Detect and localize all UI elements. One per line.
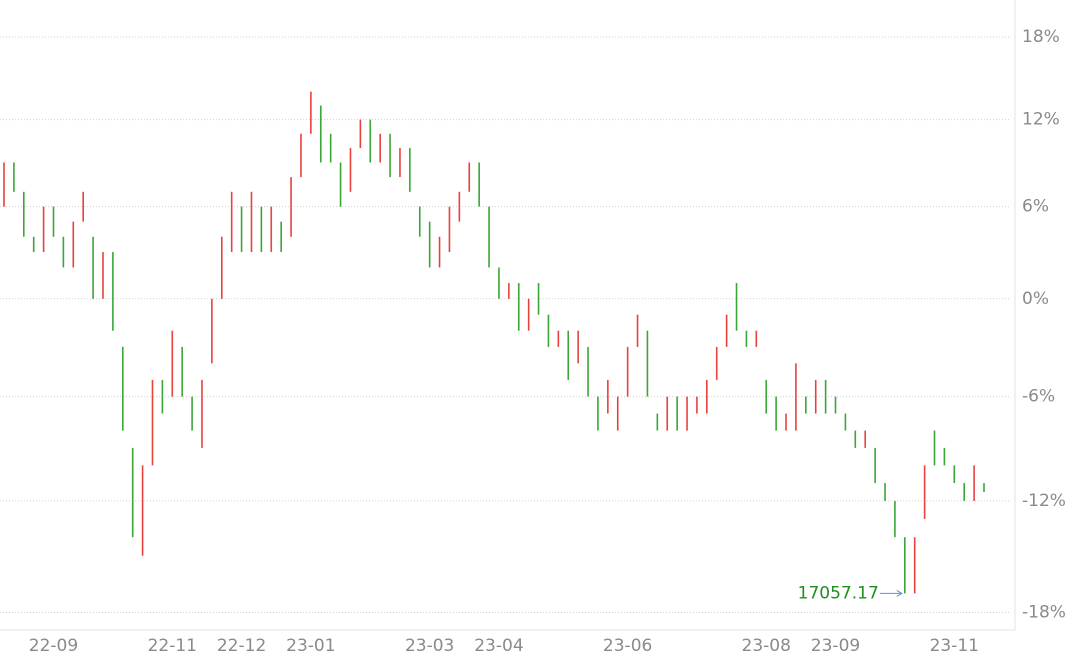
x-tick-label: 23-03 [405,636,454,656]
x-tick-label: 23-08 [742,636,791,656]
x-tick-label: 23-01 [286,636,335,656]
y-tick-label: 12% [1022,110,1060,130]
y-tick-label: -18% [1022,603,1066,623]
y-tick-label: 18% [1022,27,1060,47]
annotation-arrowhead [896,589,903,597]
annotation-label: 17057.17 [798,583,879,603]
x-tick-label: 23-06 [603,636,652,656]
x-tick-label: 23-11 [930,636,979,656]
y-tick-label: 6% [1022,197,1049,217]
y-tick-label: -6% [1022,387,1055,407]
x-tick-label: 23-04 [474,636,523,656]
x-tick-label: 22-11 [148,636,197,656]
x-tick-label: 22-12 [217,636,266,656]
y-tick-label: 0% [1022,289,1049,309]
x-tick-label: 22-09 [29,636,78,656]
x-tick-label: 23-09 [811,636,860,656]
y-tick-label: -12% [1022,491,1066,511]
